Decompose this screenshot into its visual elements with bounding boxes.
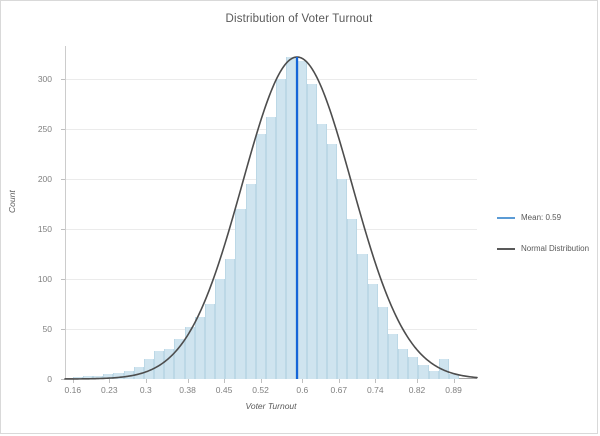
x-tick-label: 0.16 xyxy=(64,385,82,395)
x-tick-label: 0.6 xyxy=(296,385,309,395)
histogram-bar xyxy=(265,117,277,379)
x-tick-mark xyxy=(302,379,304,383)
histogram-bar xyxy=(357,254,368,379)
histogram-bar xyxy=(174,339,185,379)
histogram-bar xyxy=(215,279,226,379)
histogram-bar xyxy=(164,349,175,379)
x-tick-mark xyxy=(187,379,189,383)
histogram-bar xyxy=(428,371,439,379)
y-tick-mark xyxy=(61,129,65,130)
x-tick-mark xyxy=(338,379,340,383)
y-tick-mark xyxy=(61,179,65,180)
histogram-bar xyxy=(408,357,419,379)
x-tick-mark xyxy=(375,379,377,383)
histogram-bar xyxy=(316,124,327,379)
x-tick-label: 0.45 xyxy=(215,385,233,395)
y-tick-mark xyxy=(61,379,65,380)
legend-mean[interactable]: Mean: 0.59 xyxy=(497,213,589,222)
histogram-bar xyxy=(448,374,460,379)
y-axis-label: Count xyxy=(7,190,17,213)
x-tick-mark xyxy=(109,379,111,383)
histogram-bar xyxy=(103,374,114,379)
gridline xyxy=(65,79,477,80)
histogram-bar xyxy=(306,84,317,379)
y-tick-mark xyxy=(61,229,65,230)
x-tick-label: 0.38 xyxy=(179,385,196,395)
chart-legend: Mean: 0.59 Normal Distribution xyxy=(497,213,589,275)
histogram-bar xyxy=(418,365,429,379)
histogram-bar xyxy=(72,377,83,379)
histogram-bar xyxy=(387,334,399,379)
histogram-bar xyxy=(367,284,378,379)
histogram-bar xyxy=(286,57,297,379)
y-tick-label: 250 xyxy=(37,124,52,134)
histogram-bar xyxy=(184,327,195,379)
x-tick-mark xyxy=(453,379,455,383)
y-tick-label: 200 xyxy=(37,174,52,184)
mean-line xyxy=(295,57,299,379)
histogram-bar xyxy=(93,376,104,379)
legend-swatch-icon xyxy=(497,247,515,250)
x-tick-label: 0.23 xyxy=(101,385,118,395)
histogram-bar xyxy=(225,259,236,379)
histogram-bar xyxy=(377,307,388,379)
chart-title: Distribution of Voter Turnout xyxy=(225,13,373,25)
y-axis-line xyxy=(65,46,66,379)
x-tick-mark xyxy=(417,379,419,383)
histogram-bar xyxy=(255,134,266,379)
histogram-bar xyxy=(276,79,287,379)
x-axis-label: Voter Turnout xyxy=(245,401,297,411)
plot-area xyxy=(64,46,478,380)
y-tick-mark xyxy=(61,279,65,280)
histogram-bar xyxy=(337,179,348,379)
y-tick-label: 0 xyxy=(47,374,52,384)
legend-label: Normal Distribution xyxy=(521,244,590,253)
x-tick-label: 0.82 xyxy=(408,385,426,395)
histogram-bar xyxy=(245,184,256,379)
histogram-bar xyxy=(398,349,409,379)
histogram-bar xyxy=(438,359,449,379)
legend-normal[interactable]: Normal Distribution xyxy=(497,244,589,253)
x-tick-label: 0.3 xyxy=(139,385,152,395)
x-tick-label: 0.89 xyxy=(445,385,462,395)
histogram-bar xyxy=(326,144,338,379)
y-tick-label: 50 xyxy=(42,324,52,334)
y-tick-label: 100 xyxy=(37,274,52,284)
x-tick-label: 0.52 xyxy=(252,385,269,395)
x-tick-mark xyxy=(72,379,74,383)
histogram-bar xyxy=(82,376,94,379)
y-tick-mark xyxy=(61,329,65,330)
histogram-bar xyxy=(204,304,216,379)
histogram-bar xyxy=(194,317,205,379)
y-tick-label: 300 xyxy=(37,74,52,84)
x-tick-mark xyxy=(224,379,226,383)
legend-swatch-icon xyxy=(497,216,515,219)
histogram-bar xyxy=(235,209,246,379)
y-tick-mark xyxy=(61,79,65,80)
x-tick-mark xyxy=(260,379,262,383)
x-tick-label: 0.74 xyxy=(367,385,384,395)
histogram-bar xyxy=(347,219,358,379)
histogram-bar xyxy=(113,373,124,379)
y-tick-label: 150 xyxy=(37,224,52,234)
legend-label: Mean: 0.59 xyxy=(521,213,562,222)
normal-distribution-curve xyxy=(64,56,478,380)
x-tick-mark xyxy=(145,379,147,383)
x-tick-label: 0.67 xyxy=(330,385,348,395)
